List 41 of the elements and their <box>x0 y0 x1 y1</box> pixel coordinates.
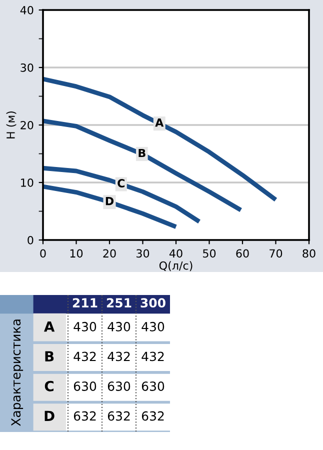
data-label: 630 <box>142 382 164 391</box>
y-axis-title: H (м) <box>6 111 16 138</box>
x-tick-label: 251 <box>106 298 132 308</box>
x-tick-label: 211 <box>72 298 98 308</box>
x-tick-label: 40 <box>169 249 182 258</box>
series-label: A <box>155 118 164 127</box>
data-label: 430 <box>108 322 130 332</box>
y-tick-label: 10 <box>21 178 34 187</box>
x-tick-label: 60 <box>236 249 249 258</box>
x-tick-label: 70 <box>270 249 282 258</box>
x-tick-label: 80 <box>302 249 316 258</box>
y-tick-label: A <box>44 321 55 332</box>
series-label: C <box>118 179 125 188</box>
y-tick-label: 40 <box>20 6 34 14</box>
x-tick-label: 20 <box>103 249 116 258</box>
data-label: 632 <box>142 411 164 421</box>
data-label: 430 <box>74 322 96 332</box>
legend-label: D <box>106 197 114 206</box>
y-tick-label: 20 <box>20 120 34 130</box>
y-tick-label: 0 <box>28 236 34 244</box>
line-series <box>43 118 244 212</box>
y-axis-title: Характеристика <box>11 320 24 426</box>
data-label: 432 <box>74 352 96 362</box>
series-label: B <box>138 148 146 158</box>
data-label: 432 <box>108 352 130 362</box>
data-label: 630 <box>74 382 96 391</box>
data-label: 632 <box>108 411 130 421</box>
data-label: 630 <box>108 382 130 391</box>
y-tick-label: C <box>44 380 54 392</box>
y-tick-label: B <box>45 351 54 362</box>
x-tick-label: 30 <box>136 249 150 258</box>
x-axis-title: Q(л/с) <box>159 261 192 272</box>
y-tick-label: 30 <box>20 63 34 72</box>
x-tick-label: 300 <box>140 298 166 308</box>
x-tick-label: 10 <box>70 249 83 258</box>
x-tick-label: 50 <box>203 249 216 258</box>
y-tick-label: D <box>44 410 54 421</box>
data-label: 632 <box>74 411 96 421</box>
line-series <box>43 166 202 224</box>
data-label: 430 <box>142 322 164 332</box>
data-label: 432 <box>142 352 164 362</box>
